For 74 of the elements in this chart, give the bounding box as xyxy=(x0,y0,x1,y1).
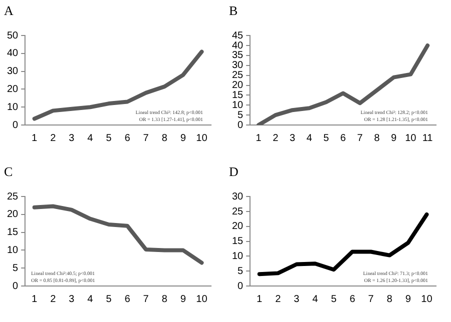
y-tick-label: 0 xyxy=(238,120,244,131)
x-tick-label: 6 xyxy=(124,132,131,144)
x-tick-label: 7 xyxy=(143,132,150,144)
x-tick-label: 2 xyxy=(272,132,279,144)
x-tick-label: 3 xyxy=(68,132,75,144)
y-tick-label: 15 xyxy=(7,227,19,238)
x-tick-label: 8 xyxy=(374,132,380,144)
x-tick-label: 5 xyxy=(323,132,330,144)
x-tick-label: 10 xyxy=(421,294,433,305)
y-tick-label: 20 xyxy=(7,84,19,95)
x-tick-label: 1 xyxy=(256,294,263,305)
x-tick-label: 1 xyxy=(32,132,38,144)
y-tick-label: 40 xyxy=(232,40,244,52)
y-tick-label: 25 xyxy=(232,70,244,82)
y-tick-label: 30 xyxy=(7,66,19,78)
y-tick-label: 20 xyxy=(232,80,244,92)
chart-title: A xyxy=(4,3,14,18)
x-tick-label: 9 xyxy=(180,294,186,305)
x-tick-label: 10 xyxy=(196,294,208,305)
x-tick-label: 2 xyxy=(275,294,282,305)
x-tick-label: 6 xyxy=(124,294,131,305)
y-tick-label: 0 xyxy=(238,280,244,292)
y-tick-label: 15 xyxy=(232,90,244,101)
x-tick-label: 9 xyxy=(390,132,397,144)
x-tick-label: 6 xyxy=(350,294,356,305)
x-tick-label: 1 xyxy=(256,132,262,144)
y-tick-label: 5 xyxy=(238,110,244,121)
x-tick-label: 6 xyxy=(340,132,346,144)
chart-title: C xyxy=(4,164,13,180)
x-tick-label: 3 xyxy=(290,132,296,144)
chart-title: D xyxy=(229,164,238,180)
y-tick-label: 40 xyxy=(7,48,19,60)
x-tick-label: 4 xyxy=(87,294,94,305)
y-tick-label: 5 xyxy=(12,262,19,274)
y-tick-label: 10 xyxy=(232,250,244,262)
y-tick-label: 10 xyxy=(7,102,19,113)
x-tick-label: 4 xyxy=(306,132,312,144)
y-tick-label: 15 xyxy=(232,236,244,248)
x-tick-label: 8 xyxy=(162,132,168,144)
x-tick-label: 2 xyxy=(50,294,56,305)
y-tick-label: 5 xyxy=(238,266,244,277)
x-tick-label: 4 xyxy=(312,294,318,305)
x-tick-label: 8 xyxy=(386,294,393,305)
y-tick-label: 50 xyxy=(7,30,19,42)
x-tick-label: 11 xyxy=(422,132,434,144)
x-tick-label: 9 xyxy=(180,132,186,144)
x-tick-label: 3 xyxy=(68,294,75,305)
y-tick-label: 30 xyxy=(232,60,244,72)
y-tick-label: 20 xyxy=(7,209,19,220)
x-tick-label: 7 xyxy=(357,132,364,144)
x-tick-label: 7 xyxy=(368,294,374,305)
x-tick-label: 5 xyxy=(106,132,112,144)
x-tick-label: 4 xyxy=(87,132,94,144)
chart-title: B xyxy=(229,3,238,18)
y-tick-label: 45 xyxy=(232,30,244,42)
y-tick-label: 10 xyxy=(7,244,19,256)
x-tick-label: 5 xyxy=(106,294,112,305)
x-tick-label: 7 xyxy=(143,294,150,305)
y-tick-label: 10 xyxy=(232,100,244,111)
y-tick-label: 30 xyxy=(232,191,244,202)
x-tick-label: 9 xyxy=(405,294,412,305)
x-tick-label: 10 xyxy=(196,132,208,144)
x-tick-label: 5 xyxy=(330,294,337,305)
y-tick-label: 20 xyxy=(232,221,244,232)
x-tick-label: 10 xyxy=(405,132,417,144)
x-tick-label: 8 xyxy=(162,294,168,305)
y-tick-label: 25 xyxy=(232,206,244,218)
y-tick-label: 0 xyxy=(12,120,19,131)
y-tick-label: 35 xyxy=(232,50,244,62)
x-tick-label: 2 xyxy=(50,132,56,144)
x-tick-label: 3 xyxy=(294,294,300,305)
x-tick-label: 1 xyxy=(32,294,38,305)
y-tick-label: 25 xyxy=(7,191,19,202)
y-tick-label: 0 xyxy=(12,280,19,292)
